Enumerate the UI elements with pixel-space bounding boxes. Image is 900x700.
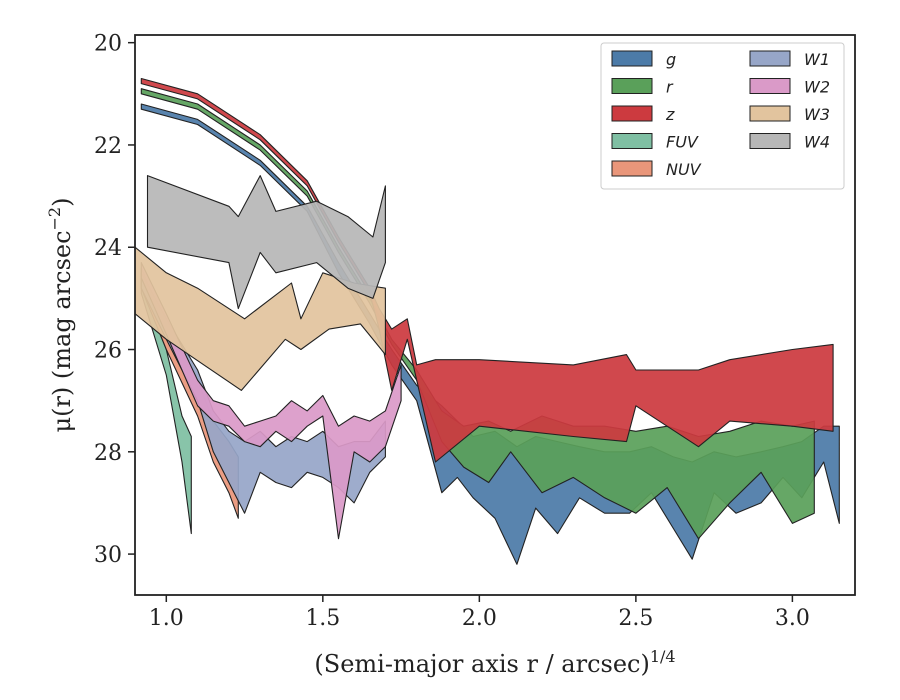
y-axis-title: μ(r) (mag arcsec−2) <box>45 198 76 433</box>
area-w3 <box>135 246 386 391</box>
y-tick-label: 26 <box>94 339 122 364</box>
plot-frame <box>134 34 856 596</box>
legend-label-w1: W1 <box>804 50 830 69</box>
y-axis-title-exponent: −2 <box>45 207 64 231</box>
legend: grz FUV NUV W1 W2 W3 W4 <box>600 42 845 190</box>
y-tick-label: 20 <box>94 32 122 57</box>
legend-swatch-nuv <box>611 160 653 177</box>
legend-swatch-r <box>611 78 653 94</box>
y-axis-title-suffix: ) <box>48 198 76 207</box>
area-w2 <box>140 262 402 540</box>
legend-swatch-w4 <box>749 133 791 149</box>
x-tick-label: 1.5 <box>305 606 340 631</box>
legend-label-w2: W2 <box>804 78 830 97</box>
legend-swatch-fuv <box>611 133 653 149</box>
legend-label-fuv: FUV <box>666 133 699 152</box>
x-axis-title-exponent: 1/4 <box>650 647 676 666</box>
y-tick-label: 30 <box>94 543 122 568</box>
x-tick-label: 2.5 <box>618 606 653 631</box>
y-tick-label: 24 <box>94 236 122 261</box>
y-tick-label: 22 <box>94 134 122 159</box>
legend-label-g: g <box>666 50 676 69</box>
x-tick-label: 3.0 <box>775 606 810 631</box>
legend-swatch-w1 <box>749 50 791 67</box>
series-areas <box>135 77 840 565</box>
x-axis-title: (Semi-major axis r / arcsec)1/4 <box>314 647 675 678</box>
x-axis: 1.0 1.5 2.0 2.5 3.0 <box>149 595 810 631</box>
legend-swatch-g <box>611 50 653 67</box>
legend-label-w4: W4 <box>804 133 830 152</box>
y-axis: 20 22 24 26 28 30 <box>94 32 135 568</box>
y-tick-label: 28 <box>94 441 122 466</box>
x-tick-label: 1.0 <box>149 606 184 631</box>
legend-label-r: r <box>666 78 674 97</box>
area-w4 <box>146 175 386 310</box>
legend-label-z: z <box>665 105 675 124</box>
x-axis-title-main: (Semi-major axis r / arcsec) <box>314 650 649 678</box>
x-tick-label: 2.0 <box>462 606 497 631</box>
legend-label-nuv: NUV <box>666 160 702 179</box>
legend-swatch-w3 <box>749 105 791 122</box>
legend-label-w3: W3 <box>804 105 830 124</box>
legend-swatch-z <box>611 105 653 122</box>
legend-swatch-w2 <box>749 78 791 94</box>
y-axis-title-main: μ(r) (mag arcsec <box>48 230 76 432</box>
